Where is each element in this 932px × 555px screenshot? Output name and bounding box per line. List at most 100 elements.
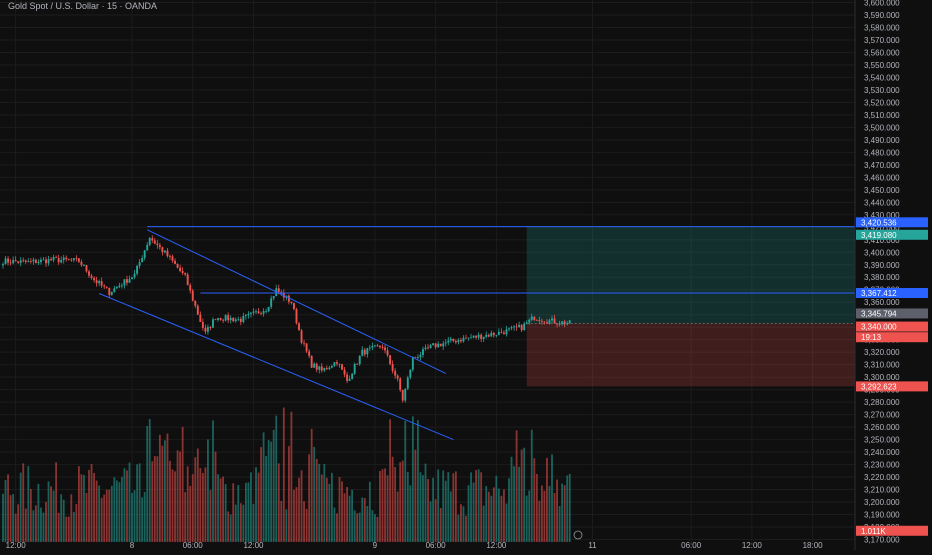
volume-bar xyxy=(267,440,270,542)
candle-body xyxy=(255,311,257,313)
candle-body xyxy=(45,259,47,264)
candle-body xyxy=(341,364,343,370)
candle-body xyxy=(29,261,32,262)
time-tick-label: 12:00 xyxy=(486,541,507,550)
candle-body xyxy=(523,323,526,331)
volume-bar xyxy=(336,513,338,542)
volume-bar xyxy=(239,503,242,542)
candle-body xyxy=(163,250,166,253)
volume-bar xyxy=(285,509,288,542)
candle-body xyxy=(444,342,447,344)
volume-bar xyxy=(328,483,331,542)
candle-body xyxy=(313,363,316,368)
volume-bar xyxy=(179,451,181,542)
price-tick-label: 3,170.000 xyxy=(864,536,900,545)
volume-bar xyxy=(379,471,381,542)
candle-body xyxy=(222,319,225,321)
volume-bar xyxy=(315,458,318,542)
candle-body xyxy=(252,311,255,313)
volume-bar xyxy=(363,498,366,542)
position-zones[interactable] xyxy=(526,226,855,387)
drawings[interactable] xyxy=(98,226,855,441)
volume-bar xyxy=(27,466,30,542)
candle-body xyxy=(70,259,73,261)
volume-bar xyxy=(543,490,546,542)
candle-body xyxy=(161,247,164,253)
candle-body xyxy=(55,257,58,258)
volume-bar xyxy=(131,492,133,542)
candle-body xyxy=(4,258,7,265)
chart-title: Gold Spot / U.S. Dollar · 15 · OANDA xyxy=(8,1,158,11)
candle-body xyxy=(422,349,424,355)
candle-body xyxy=(535,320,538,321)
candle-body xyxy=(22,260,25,262)
candle-body xyxy=(566,323,569,325)
price-tick-label: 3,570.000 xyxy=(864,36,900,45)
price-tick-label: 3,580.000 xyxy=(864,23,900,32)
price-tick-label: 3,550.000 xyxy=(864,61,900,70)
volume-bar xyxy=(325,477,328,542)
candle-body xyxy=(394,370,397,376)
volume-bar xyxy=(308,454,311,542)
price-tick-label: 3,260.000 xyxy=(864,423,900,432)
entry-badge xyxy=(856,321,928,332)
price-tick-label: 3,190.000 xyxy=(864,511,900,520)
candle-body xyxy=(538,320,541,322)
candle-body xyxy=(224,315,227,321)
volume-bar xyxy=(432,477,434,542)
time-tick-label: 06:00 xyxy=(681,541,702,550)
volume-bar xyxy=(7,474,9,542)
volume-bar xyxy=(40,507,42,542)
candle-body xyxy=(427,347,429,349)
volume-bar xyxy=(439,508,442,542)
price-tick-label: 3,590.000 xyxy=(864,11,900,20)
price-tick-label: 3,400.000 xyxy=(864,248,900,257)
volume-bar xyxy=(525,495,528,542)
volume-bar xyxy=(70,494,73,542)
candle-body xyxy=(293,303,295,310)
candle-body xyxy=(336,362,338,364)
candle-body xyxy=(510,327,513,329)
volume-bar xyxy=(103,494,106,542)
candle-body xyxy=(120,285,123,287)
volume-bar xyxy=(212,420,214,542)
volume-bar xyxy=(391,456,394,542)
candle-body xyxy=(502,332,505,335)
candle-body xyxy=(257,311,260,314)
time-axis[interactable]: 12:00 8 06:00 12:00 9 06:00 12:00 11 06:00 12:00 1… xyxy=(6,530,824,550)
time-tick-label: 18:00 xyxy=(803,541,824,550)
candle-body xyxy=(328,367,331,370)
candle-body xyxy=(358,355,361,365)
volume-bar xyxy=(277,463,280,542)
volume-bar xyxy=(2,493,4,542)
candle-body xyxy=(32,259,35,262)
candle-body xyxy=(229,317,232,321)
candle-body xyxy=(505,329,508,335)
candle-body xyxy=(568,320,571,324)
volume-bar xyxy=(553,493,556,542)
price-axis[interactable]: 3,600.000 3,590.000 3,580.000 3,570.000 3,56… xyxy=(854,0,900,550)
volume-bar xyxy=(389,419,391,542)
candle-body xyxy=(83,265,85,266)
target-zone xyxy=(526,226,855,324)
volume-bar xyxy=(196,448,199,542)
candle-body xyxy=(12,260,15,264)
candle-body xyxy=(206,327,209,332)
volume-bar xyxy=(118,482,121,542)
volume-bar xyxy=(257,472,260,542)
candle-body xyxy=(508,328,510,330)
volume-bar xyxy=(401,460,404,542)
candle-body xyxy=(110,291,113,295)
candle-body xyxy=(470,337,472,339)
candle-body xyxy=(434,343,437,348)
candle-body xyxy=(310,355,313,368)
candle-body xyxy=(98,281,101,284)
time-tick-label: 06:00 xyxy=(183,541,204,550)
candle-body xyxy=(351,373,354,380)
candle-body xyxy=(472,335,475,338)
time-tick-label: 06:00 xyxy=(426,541,447,550)
candle-body xyxy=(348,379,351,381)
stop-badge xyxy=(856,381,928,392)
